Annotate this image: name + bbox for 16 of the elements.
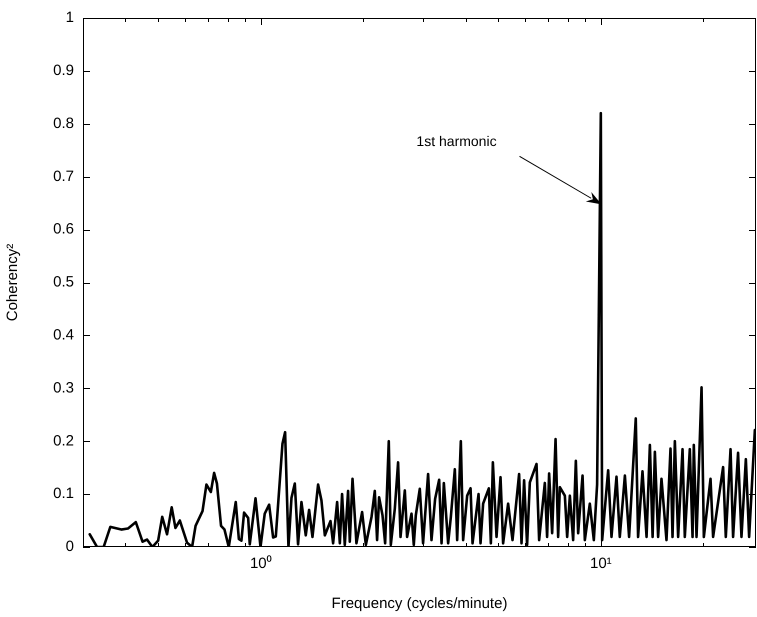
y-tick-label: 0.2	[53, 432, 74, 450]
y-tick-label: 0	[66, 538, 74, 556]
x-axis-title: Frequency (cycles/minute)	[332, 595, 508, 612]
x-tick-label: 10⁰	[250, 555, 272, 572]
y-tick-label: 0.4	[53, 326, 74, 344]
y-tick-label: 0.7	[53, 168, 74, 185]
y-tick-label: 0.1	[53, 485, 74, 502]
annotation: 1st harmonic	[416, 133, 497, 150]
y-tick-label: 1	[66, 9, 74, 26]
y-tick-label: 0.5	[53, 274, 74, 291]
y-tick-label: 0.9	[53, 62, 74, 80]
y-tick-label: 0.3	[53, 379, 74, 396]
y-tick-label: 0.8	[53, 114, 74, 132]
y-axis-title: Coherency²	[4, 244, 22, 322]
x-tick-label: 10¹	[590, 555, 612, 572]
y-tick-label: 0.6	[53, 220, 74, 238]
